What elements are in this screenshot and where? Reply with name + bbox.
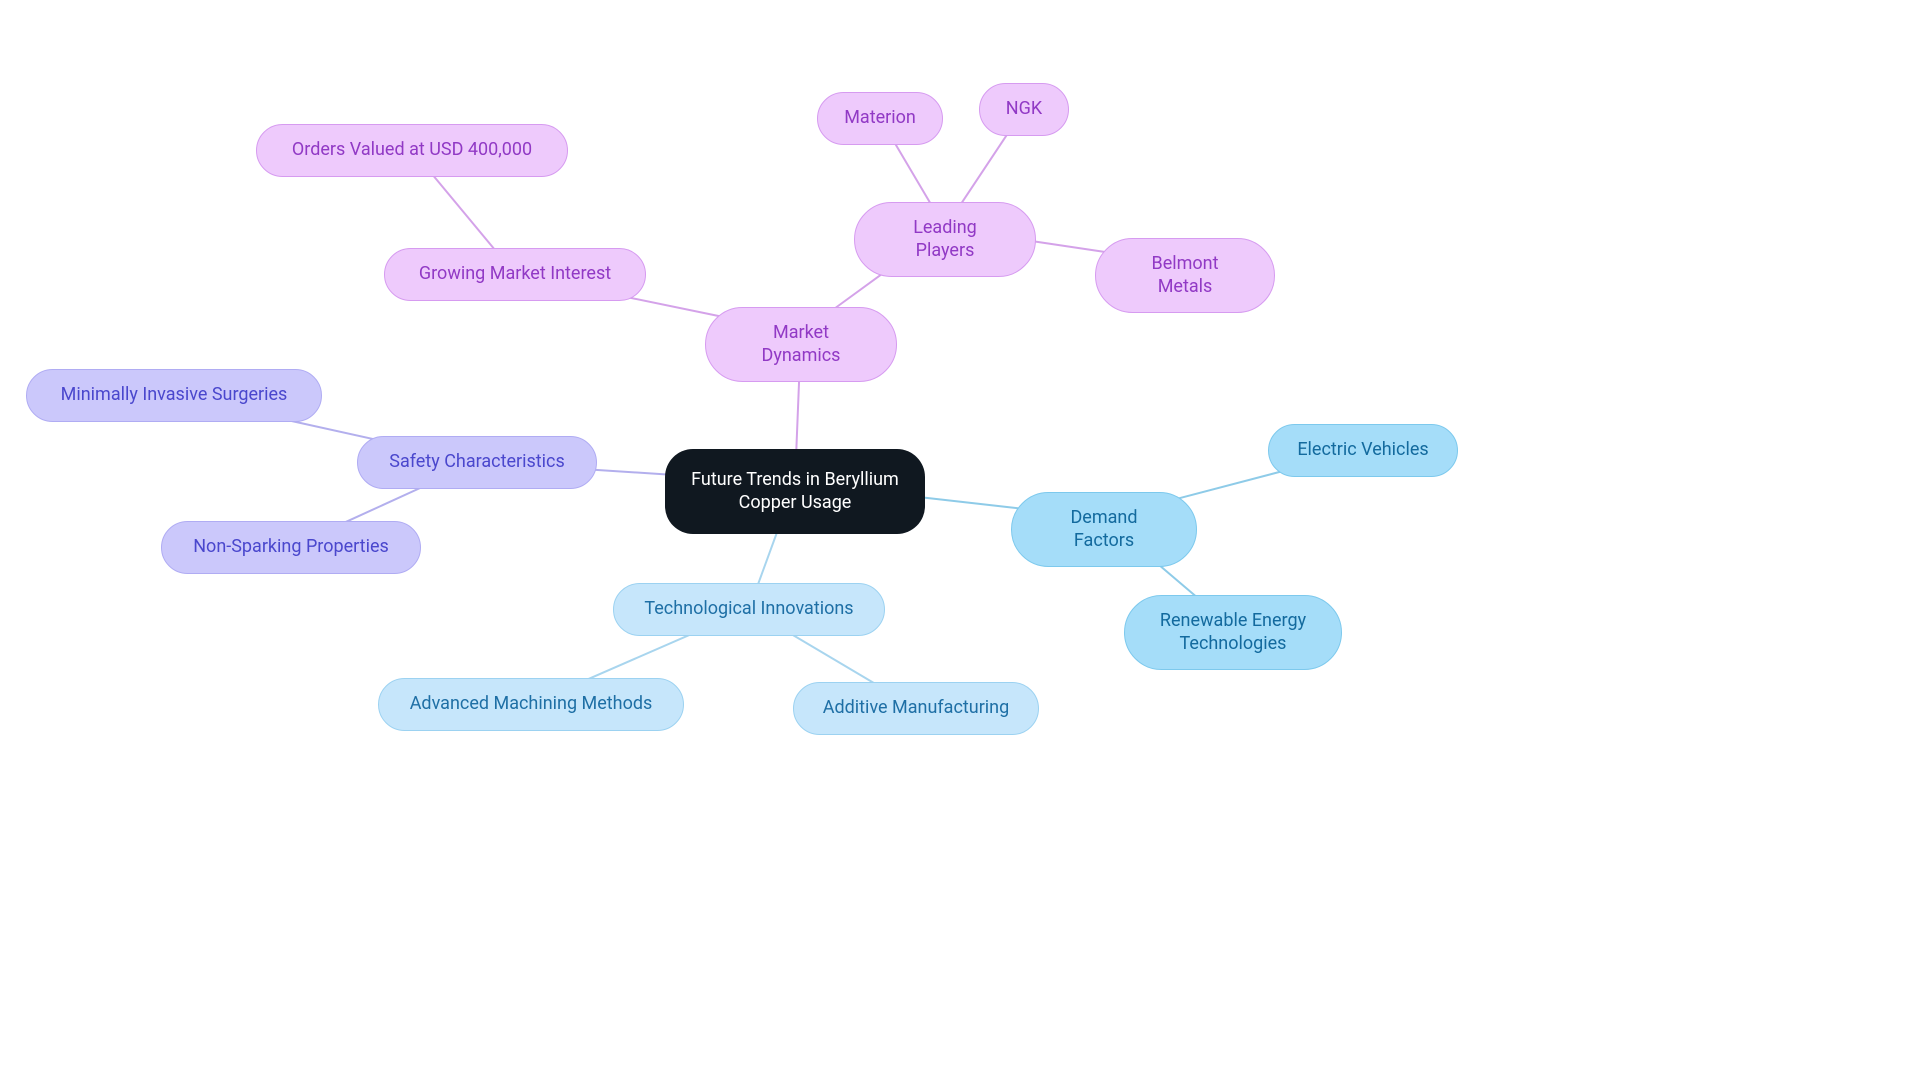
edge-safety-nonspark	[343, 485, 425, 523]
node-leading: Leading Players	[854, 202, 1036, 277]
node-orders: Orders Valued at USD 400,000	[256, 124, 568, 177]
node-belmont: Belmont Metals	[1095, 238, 1275, 313]
edge-tech-additive	[791, 634, 875, 684]
node-machining: Advanced Machining Methods	[378, 678, 684, 731]
node-market: Market Dynamics	[705, 307, 897, 382]
node-growing: Growing Market Interest	[384, 248, 646, 301]
node-safety: Safety Characteristics	[357, 436, 597, 489]
edge-demand-ev	[1172, 468, 1295, 500]
node-ngk: NGK	[979, 83, 1069, 136]
node-tech: Technological Innovations	[613, 583, 885, 636]
node-center: Future Trends in Beryllium Copper Usage	[665, 449, 925, 534]
node-materion: Materion	[817, 92, 943, 145]
edge-leading-ngk	[962, 133, 1008, 202]
edge-growing-orders	[433, 176, 493, 249]
edge-leading-materion	[895, 143, 930, 202]
node-additive: Additive Manufacturing	[793, 682, 1039, 735]
node-demand: Demand Factors	[1011, 492, 1197, 567]
node-invasive: Minimally Invasive Surgeries	[26, 369, 322, 422]
edge-tech-machining	[587, 633, 695, 680]
node-nonspark: Non-Sparking Properties	[161, 521, 421, 574]
node-ev: Electric Vehicles	[1268, 424, 1458, 477]
edge-leading-belmont	[1026, 240, 1106, 252]
edge-center-safety	[592, 470, 669, 475]
edge-center-demand	[914, 497, 1018, 509]
node-renewable: Renewable Energy Technologies	[1124, 595, 1342, 670]
